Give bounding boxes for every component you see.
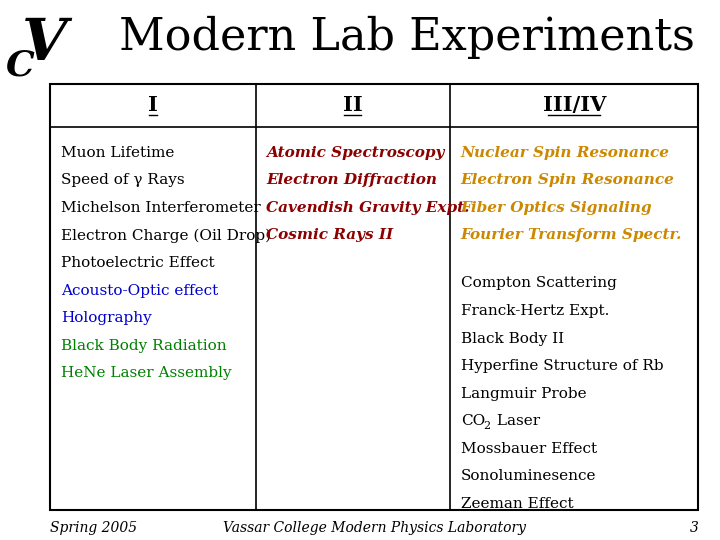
Text: Speed of γ Rays: Speed of γ Rays <box>61 173 185 187</box>
Text: Muon Lifetime: Muon Lifetime <box>61 146 174 160</box>
Text: Electron Spin Resonance: Electron Spin Resonance <box>461 173 675 187</box>
Text: Michelson Interferometer: Michelson Interferometer <box>61 201 261 215</box>
Text: Cavendish Gravity Expt.: Cavendish Gravity Expt. <box>266 201 469 215</box>
Text: Langmuir Probe: Langmuir Probe <box>461 387 586 401</box>
Text: Mossbauer Effect: Mossbauer Effect <box>461 442 597 456</box>
Text: Compton Scattering: Compton Scattering <box>461 276 616 291</box>
Text: Black Body Radiation: Black Body Radiation <box>61 339 227 353</box>
Text: II: II <box>343 95 363 116</box>
Text: Electron Diffraction: Electron Diffraction <box>266 173 438 187</box>
Text: Zeeman Effect: Zeeman Effect <box>461 497 573 511</box>
Text: Spring 2005: Spring 2005 <box>50 521 138 535</box>
Text: Vassar College Modern Physics Laboratory: Vassar College Modern Physics Laboratory <box>223 521 526 535</box>
Text: Hyperfine Structure of Rb: Hyperfine Structure of Rb <box>461 359 663 373</box>
Text: V: V <box>22 16 67 72</box>
Text: 3: 3 <box>690 521 698 535</box>
Text: HeNe Laser Assembly: HeNe Laser Assembly <box>61 366 232 380</box>
FancyBboxPatch shape <box>50 84 698 510</box>
Text: Laser: Laser <box>492 414 540 428</box>
Text: Cosmic Rays II: Cosmic Rays II <box>266 228 394 242</box>
Text: Franck-Hertz Expt.: Franck-Hertz Expt. <box>461 304 609 318</box>
Text: Atomic Spectroscopy: Atomic Spectroscopy <box>266 146 445 160</box>
Text: III/IV: III/IV <box>542 95 606 116</box>
Text: 2: 2 <box>483 421 490 431</box>
Text: Acousto-Optic effect: Acousto-Optic effect <box>61 284 218 298</box>
Text: Black Body II: Black Body II <box>461 332 564 346</box>
Text: I: I <box>148 95 158 116</box>
Text: CO: CO <box>461 414 485 428</box>
Text: Holography: Holography <box>61 311 152 325</box>
Text: Electron Charge (Oil Drop): Electron Charge (Oil Drop) <box>61 228 271 242</box>
Text: C: C <box>6 49 35 83</box>
Text: Modern Lab Experiments: Modern Lab Experiments <box>119 16 695 59</box>
Text: Fiber Optics Signaling: Fiber Optics Signaling <box>461 201 652 215</box>
Text: Nuclear Spin Resonance: Nuclear Spin Resonance <box>461 146 670 160</box>
Text: Sonoluminesence: Sonoluminesence <box>461 469 596 483</box>
Text: Fourier Transform Spectr.: Fourier Transform Spectr. <box>461 228 682 242</box>
Text: Photoelectric Effect: Photoelectric Effect <box>61 256 215 270</box>
